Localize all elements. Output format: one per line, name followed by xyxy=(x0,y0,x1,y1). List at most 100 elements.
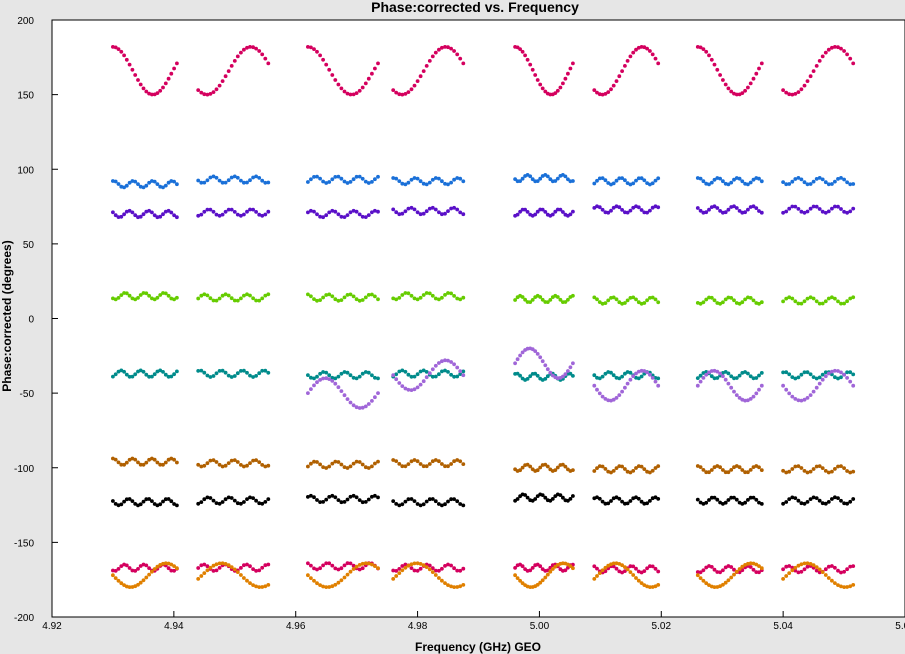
data-point xyxy=(595,566,599,571)
data-point xyxy=(704,565,709,570)
data-point xyxy=(330,73,335,77)
data-point xyxy=(656,569,661,574)
data-point xyxy=(161,212,165,217)
data-point xyxy=(833,179,837,184)
data-point xyxy=(144,575,149,580)
data-point xyxy=(793,376,798,381)
data-point xyxy=(161,370,165,374)
data-point xyxy=(530,298,535,302)
data-point xyxy=(330,208,335,213)
data-point xyxy=(315,380,319,385)
data-point xyxy=(391,577,396,581)
data-point xyxy=(406,90,411,94)
data-point xyxy=(793,496,798,500)
data-point xyxy=(158,293,163,297)
data-point xyxy=(723,82,728,87)
data-point xyxy=(155,295,160,300)
data-point xyxy=(732,572,736,577)
data-point xyxy=(817,464,822,468)
data-point xyxy=(421,181,426,186)
data-point xyxy=(306,573,310,578)
data-point xyxy=(119,368,124,373)
data-point xyxy=(327,67,332,72)
data-point xyxy=(830,45,834,50)
data-point xyxy=(321,465,325,469)
data-point xyxy=(743,398,747,403)
data-point xyxy=(440,503,444,508)
data-point xyxy=(433,458,438,462)
data-point xyxy=(318,500,322,504)
data-point xyxy=(845,376,849,380)
data-point xyxy=(712,298,717,303)
data-point xyxy=(814,64,819,68)
data-point xyxy=(836,464,840,469)
data-point xyxy=(732,389,736,394)
data-point xyxy=(740,179,745,184)
data-point xyxy=(394,377,399,382)
data-point xyxy=(433,573,438,577)
data-point xyxy=(309,375,313,380)
data-point xyxy=(571,494,575,498)
data-point xyxy=(734,92,739,97)
data-point xyxy=(592,88,597,92)
data-point xyxy=(339,86,344,91)
data-point xyxy=(158,502,163,507)
data-point xyxy=(845,180,849,185)
data-point xyxy=(345,397,350,401)
data-point xyxy=(196,462,201,467)
data-point xyxy=(257,501,262,506)
data-point xyxy=(707,53,711,58)
data-point xyxy=(345,572,350,577)
data-point xyxy=(351,375,356,380)
data-point xyxy=(133,457,138,462)
data-point xyxy=(757,373,761,378)
data-point xyxy=(793,299,798,304)
data-point xyxy=(726,578,731,583)
data-point xyxy=(321,500,325,504)
data-point xyxy=(415,176,420,181)
data-point xyxy=(124,57,129,62)
data-point xyxy=(452,49,456,53)
data-point xyxy=(729,468,734,472)
data-point xyxy=(603,178,608,183)
data-point xyxy=(363,465,368,470)
data-point xyxy=(628,208,633,213)
data-point xyxy=(127,497,132,501)
data-point xyxy=(648,499,652,503)
data-point xyxy=(220,561,225,566)
data-point xyxy=(823,50,828,55)
data-point xyxy=(461,179,466,184)
data-point xyxy=(226,69,231,73)
data-point xyxy=(543,210,548,214)
data-point xyxy=(623,178,627,183)
data-point xyxy=(836,369,840,373)
data-point xyxy=(124,291,129,296)
data-point xyxy=(704,370,709,374)
data-point xyxy=(449,372,453,377)
data-point xyxy=(628,564,633,569)
data-point xyxy=(548,569,553,574)
data-point xyxy=(648,49,652,53)
y-tick-label: 150 xyxy=(17,91,34,102)
data-point xyxy=(229,496,234,500)
data-point xyxy=(324,181,329,185)
data-point xyxy=(449,180,453,185)
data-point xyxy=(152,567,157,571)
data-point xyxy=(851,206,856,211)
data-point xyxy=(263,368,268,373)
data-point xyxy=(784,470,789,475)
data-point xyxy=(427,563,432,568)
data-point xyxy=(634,576,638,580)
data-point xyxy=(784,90,789,95)
data-point xyxy=(136,582,140,587)
data-point xyxy=(746,85,750,90)
data-point xyxy=(561,495,565,500)
data-point xyxy=(458,176,463,181)
data-point xyxy=(563,568,568,573)
data-point xyxy=(312,578,316,583)
data-point xyxy=(257,585,262,589)
data-point xyxy=(130,67,135,72)
data-point xyxy=(558,297,563,302)
data-point xyxy=(743,500,747,505)
data-point xyxy=(836,45,840,50)
